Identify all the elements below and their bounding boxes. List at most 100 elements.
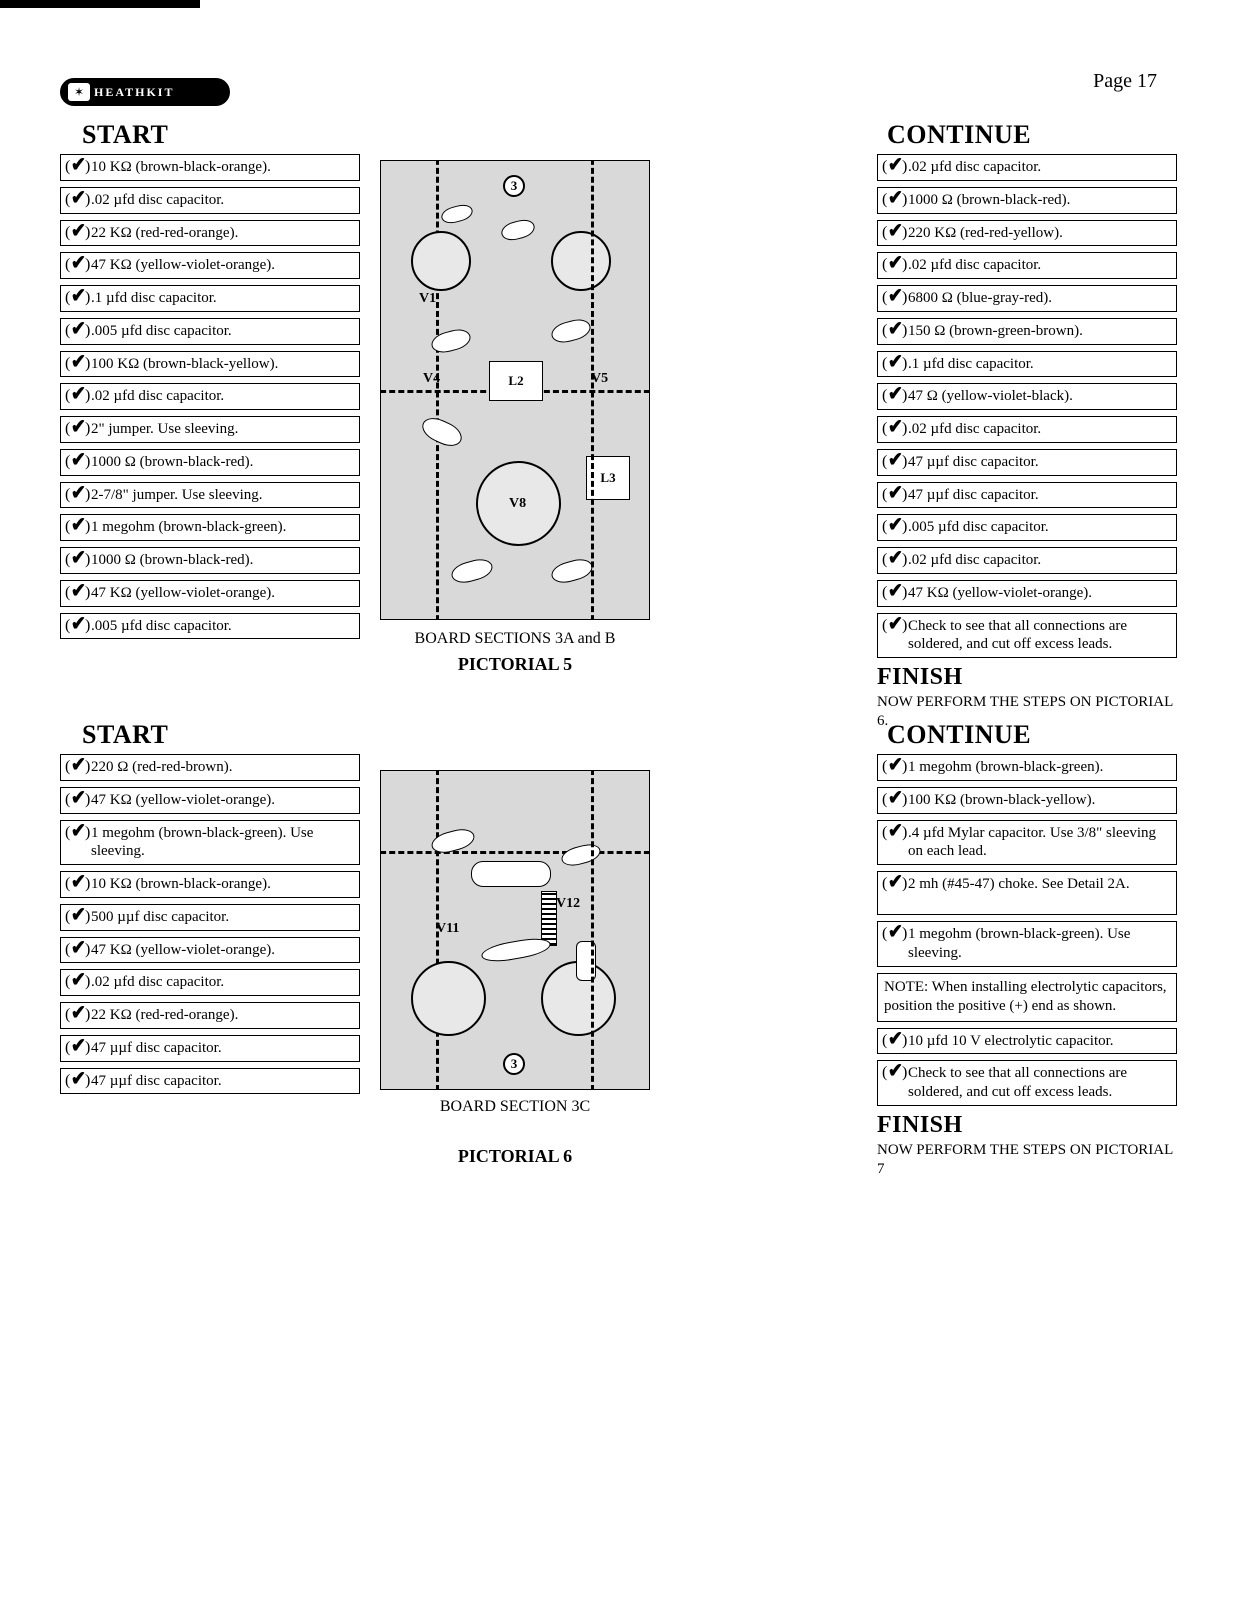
checkmark-icon: ✔ <box>71 350 86 375</box>
p5-left-step: (✔)100 KΩ (brown-black-yellow). <box>60 351 360 378</box>
paren-icon: ( <box>65 223 70 243</box>
paren-icon: ) <box>902 354 907 374</box>
paren-icon: ) <box>85 452 90 472</box>
p5-label-l3: L3 <box>586 456 630 500</box>
p5-right-step-text: .02 µfd disc capacitor. <box>908 257 1041 273</box>
p5-left-step: (✔).005 µfd disc capacitor. <box>60 318 360 345</box>
p5-component-icon <box>418 413 465 451</box>
p6-right-step: (✔)100 KΩ (brown-black-yellow). <box>877 787 1177 814</box>
paren-icon: ) <box>902 924 907 944</box>
paren-icon: ) <box>902 823 907 843</box>
p5-component-icon <box>549 556 595 586</box>
paren-icon: ) <box>85 940 90 960</box>
paren-icon: ) <box>902 452 907 472</box>
p5-right-step: (✔)47 Ω (yellow-violet-black). <box>877 383 1177 410</box>
p6-component-icon <box>559 841 602 869</box>
p5-left-step-text: 1000 Ω (brown-black-red). <box>91 552 253 568</box>
paren-icon: ( <box>882 550 887 570</box>
paren-icon: ( <box>65 157 70 177</box>
p6-right-step: (✔)2 mh (#45-47) choke. See Detail 2A. <box>877 871 1177 915</box>
p5-component-icon <box>429 326 473 356</box>
checkmark-icon: ✔ <box>71 786 86 811</box>
p6-label-v11: V11 <box>436 921 459 937</box>
paren-icon: ( <box>65 823 70 843</box>
p5-right-step: (✔).02 µfd disc capacitor. <box>877 252 1177 279</box>
p5-right-step-text: .005 µfd disc capacitor. <box>908 519 1049 535</box>
p5-left-step-text: .1 µfd disc capacitor. <box>91 290 217 306</box>
p5-left-step-text: 1000 Ω (brown-black-red). <box>91 454 253 470</box>
checkmark-icon: ✔ <box>888 317 903 342</box>
p5-right-step-text: 47 KΩ (yellow-violet-orange). <box>908 585 1092 601</box>
checkmark-icon: ✔ <box>71 1067 86 1092</box>
paren-icon: ( <box>882 517 887 537</box>
paren-icon: ( <box>65 874 70 894</box>
paren-icon: ) <box>85 907 90 927</box>
p5-left-step: (✔)10 KΩ (brown-black-orange). <box>60 154 360 181</box>
p5-right-step: (✔)47 KΩ (yellow-violet-orange). <box>877 580 1177 607</box>
p6-caption-title: PICTORIAL 6 <box>380 1146 650 1167</box>
checkmark-icon: ✔ <box>888 415 903 440</box>
p5-right-step: (✔)47 µµf disc capacitor. <box>877 449 1177 476</box>
p5-right-step-text: .1 µfd disc capacitor. <box>908 356 1034 372</box>
p5-caption-line1: BOARD SECTIONS 3A and B <box>380 630 650 648</box>
paren-icon: ( <box>882 874 887 894</box>
p5-component-icon <box>439 202 474 226</box>
paren-icon: ) <box>85 550 90 570</box>
paren-icon: ) <box>902 874 907 894</box>
p6-right-step: (✔)Check to see that all connections are… <box>877 1060 1177 1106</box>
p5-left-step-text: 47 KΩ (yellow-violet-orange). <box>91 257 275 273</box>
p5-component-icon <box>499 217 537 243</box>
p6-left-step-text: 220 Ω (red-red-brown). <box>91 759 233 775</box>
p5-right-step: (✔)47 µµf disc capacitor. <box>877 482 1177 509</box>
paren-icon: ( <box>65 583 70 603</box>
paren-icon: ) <box>902 1063 907 1083</box>
p6-finish-heading: FINISH <box>877 1112 1177 1139</box>
paren-icon: ( <box>882 757 887 777</box>
p5-left-step: (✔).005 µfd disc capacitor. <box>60 613 360 640</box>
p6-component-icon <box>480 935 552 965</box>
paren-icon: ) <box>85 517 90 537</box>
p6-right-step: (✔)1 megohm (brown-black-green). Use sle… <box>877 921 1177 967</box>
checkmark-icon: ✔ <box>71 819 86 844</box>
checkmark-icon: ✔ <box>888 786 903 811</box>
checkmark-icon: ✔ <box>71 903 86 928</box>
p5-continue-heading: CONTINUE <box>887 120 1177 150</box>
paren-icon: ( <box>65 452 70 472</box>
paren-icon: ( <box>882 157 887 177</box>
p5-right-step: (✔).02 µfd disc capacitor. <box>877 154 1177 181</box>
paren-icon: ( <box>65 419 70 439</box>
paren-icon: ) <box>902 321 907 341</box>
paren-icon: ) <box>85 874 90 894</box>
checkmark-icon: ✔ <box>71 968 86 993</box>
p5-right-step-text: 1000 Ω (brown-black-red). <box>908 192 1070 208</box>
paren-icon: ) <box>85 157 90 177</box>
checkmark-icon: ✔ <box>71 936 86 961</box>
paren-icon: ) <box>85 485 90 505</box>
p6-component-icon <box>471 861 551 887</box>
paren-icon: ) <box>85 1071 90 1091</box>
p6-left-step: (✔)47 µµf disc capacitor. <box>60 1035 360 1062</box>
p5-left-step-text: 100 KΩ (brown-black-yellow). <box>91 356 278 372</box>
p5-left-step: (✔).02 µfd disc capacitor. <box>60 187 360 214</box>
checkmark-icon: ✔ <box>71 219 86 244</box>
checkmark-icon: ✔ <box>71 186 86 211</box>
page-number: Page 17 <box>1093 70 1157 93</box>
p5-component-icon <box>449 556 495 586</box>
p6-left-step-text: 47 KΩ (yellow-violet-orange). <box>91 792 275 808</box>
paren-icon: ( <box>65 550 70 570</box>
paren-icon: ) <box>902 157 907 177</box>
p6-left-step-text: 10 KΩ (brown-black-orange). <box>91 876 271 892</box>
paren-icon: ) <box>902 419 907 439</box>
p6-right-step-text: 1 megohm (brown-black-green). Use sleevi… <box>908 926 1130 961</box>
paren-icon: ( <box>882 354 887 374</box>
pictorial-5-section: START (✔)10 KΩ (brown-black-orange).(✔).… <box>60 120 1177 700</box>
paren-icon: ) <box>85 1005 90 1025</box>
p5-left-step-text: 1 megohm (brown-black-green). <box>91 519 286 535</box>
checkmark-icon: ✔ <box>71 251 86 276</box>
p5-left-column: START (✔)10 KΩ (brown-black-orange).(✔).… <box>60 120 360 645</box>
paren-icon: ) <box>85 790 90 810</box>
p5-right-step: (✔).02 µfd disc capacitor. <box>877 547 1177 574</box>
p5-component-icon <box>549 316 593 346</box>
checkmark-icon: ✔ <box>888 819 903 844</box>
checkmark-icon: ✔ <box>888 870 903 895</box>
